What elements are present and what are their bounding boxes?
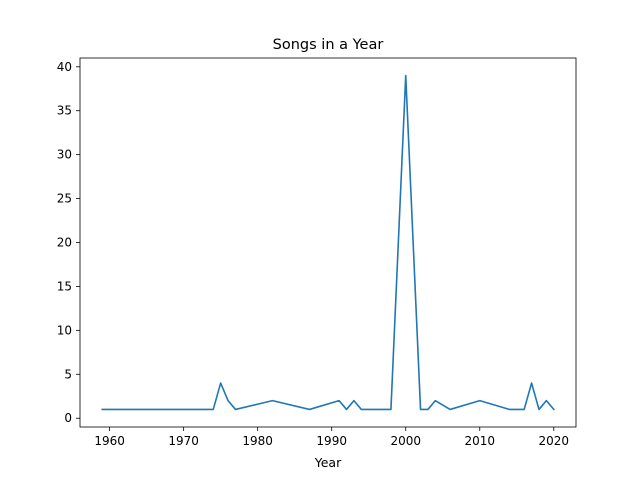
plot-area <box>80 58 576 427</box>
y-axis-ticks: 0 5 10 15 20 25 30 35 40 <box>57 60 80 425</box>
y-tick-label: 10 <box>57 323 72 337</box>
x-tick-label: 1970 <box>168 434 199 448</box>
x-tick-label: 2020 <box>539 434 570 448</box>
y-tick-label: 20 <box>57 236 72 250</box>
x-axis-label: Year <box>314 455 342 470</box>
chart-title: Songs in a Year <box>273 37 384 53</box>
x-tick-label: 1960 <box>94 434 125 448</box>
y-tick-label: 25 <box>57 192 72 206</box>
series-layer <box>101 74 555 411</box>
y-tick-label: 5 <box>64 367 72 381</box>
y-tick-label: 15 <box>57 279 72 293</box>
series-line-0 <box>101 74 555 411</box>
x-tick-label: 2010 <box>464 434 495 448</box>
x-axis-ticks: 1960 1970 1980 1990 2000 2010 2020 <box>94 427 569 448</box>
y-tick-label: 0 <box>64 411 72 425</box>
y-tick-label: 40 <box>57 60 72 74</box>
x-tick-label: 1980 <box>242 434 273 448</box>
y-tick-label: 35 <box>57 104 72 118</box>
x-tick-label: 1990 <box>316 434 347 448</box>
plot-frame <box>79 57 577 428</box>
y-tick-label: 30 <box>57 148 72 162</box>
x-tick-label: 2000 <box>390 434 421 448</box>
